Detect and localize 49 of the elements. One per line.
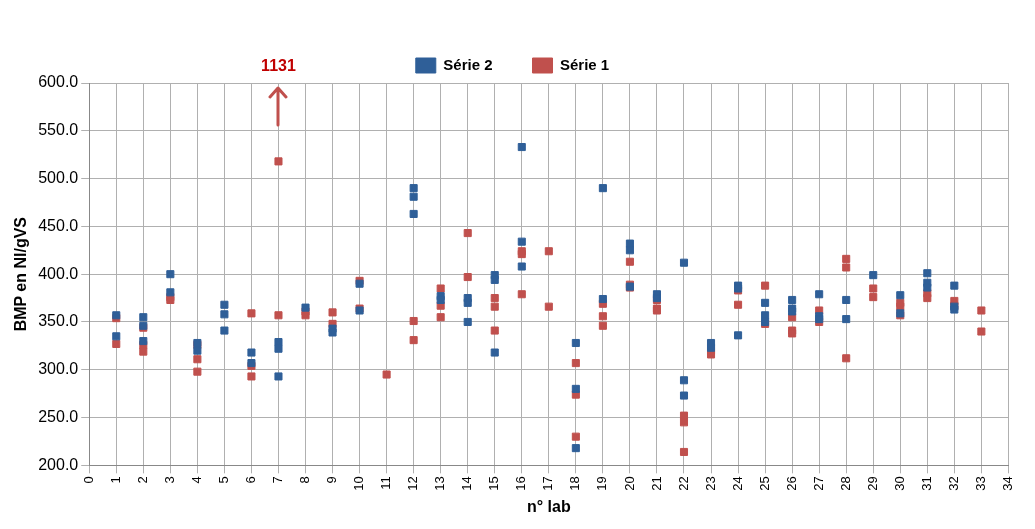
x-tick-label: 6 xyxy=(243,476,259,484)
x-tick-label: 15 xyxy=(486,476,502,491)
y-tick-label: 350.0 xyxy=(38,312,79,330)
x-tick-label: 2 xyxy=(134,476,150,484)
y-tick-label: 550.0 xyxy=(38,121,79,139)
x-axis-title: n° lab xyxy=(526,497,571,515)
y-tick-label: 300.0 xyxy=(38,360,79,378)
x-tick-label: 10 xyxy=(351,476,367,491)
x-tick-label: 19 xyxy=(594,476,610,491)
x-tick-label: 21 xyxy=(648,476,664,491)
x-tick-label: 5 xyxy=(215,476,231,484)
text: 1131 xyxy=(261,57,296,75)
y-tick-label: 200.0 xyxy=(38,455,79,473)
x-tick-label: 29 xyxy=(864,476,880,491)
y-tick-label: 450.0 xyxy=(38,216,79,234)
x-tick-label: 30 xyxy=(891,476,907,491)
x-tick-label: 24 xyxy=(729,476,745,491)
legend-label: Série 2 xyxy=(443,55,493,73)
y-tick-label: 600.0 xyxy=(38,73,79,91)
x-tick-label: 1 xyxy=(107,476,123,484)
x-tick-label: 33 xyxy=(972,476,988,491)
x-tick-label: 0 xyxy=(80,476,96,484)
x-tick-label: 14 xyxy=(459,476,475,491)
y-tick-label: 400.0 xyxy=(38,264,79,282)
x-tick-label: 27 xyxy=(810,476,826,491)
x-tick-label: 31 xyxy=(918,476,934,491)
y-axis-title: BMP en Nl/gVS xyxy=(12,216,30,332)
x-tick-label: 22 xyxy=(675,476,691,491)
x-tick-label: 25 xyxy=(756,476,772,491)
legend-label: Série 1 xyxy=(560,55,610,73)
x-tick-label: 4 xyxy=(188,476,204,484)
x-tick-label: 28 xyxy=(837,476,853,491)
x-tick-label: 26 xyxy=(783,476,799,491)
x-tick-label: 13 xyxy=(432,476,448,491)
x-tick-label: 18 xyxy=(567,476,583,491)
x-tick-label: 7 xyxy=(270,476,286,484)
x-tick-label: 32 xyxy=(945,476,961,491)
x-tick-label: 9 xyxy=(324,476,340,484)
x-tick-label: 3 xyxy=(161,476,177,484)
y-tick-label: 250.0 xyxy=(38,407,79,425)
x-tick-label: 12 xyxy=(405,476,421,491)
y-tick-label: 500.0 xyxy=(38,168,79,186)
x-tick-label: 20 xyxy=(621,476,637,491)
x-tick-label: 23 xyxy=(702,476,718,491)
x-tick-label: 34 xyxy=(999,476,1015,491)
x-tick-label: 8 xyxy=(297,476,313,484)
x-tick-label: 16 xyxy=(513,476,529,491)
x-tick-label: 17 xyxy=(540,476,556,491)
x-tick-label: 11 xyxy=(378,476,394,490)
